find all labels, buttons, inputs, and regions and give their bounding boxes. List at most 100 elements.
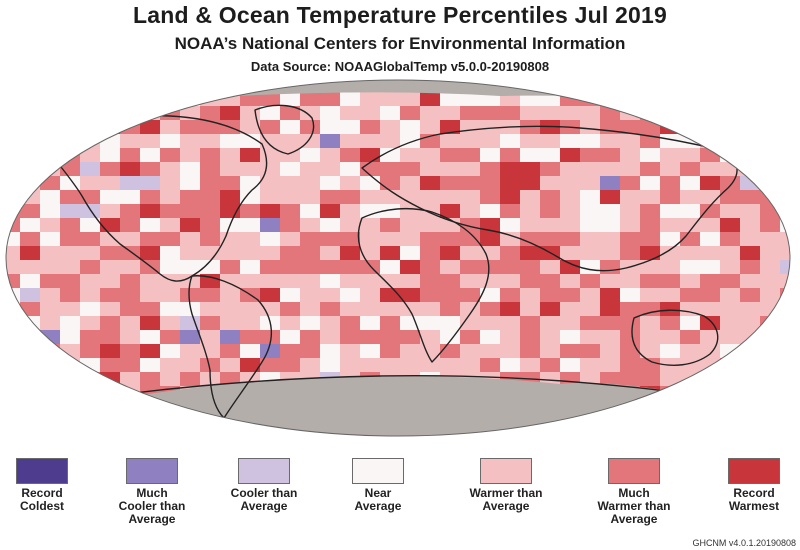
legend-label: Warmer than Average [469, 486, 543, 513]
grid-cell [180, 80, 200, 92]
grid-cell [120, 190, 140, 204]
grid-cell [320, 218, 340, 232]
grid-cell [480, 106, 500, 120]
grid-cell [6, 414, 20, 428]
grid-cell [500, 218, 520, 232]
grid-cell [340, 246, 360, 260]
grid-cell [460, 176, 480, 190]
grid-cell [440, 302, 460, 316]
grid-cell [320, 92, 340, 106]
grid-cell [120, 344, 140, 358]
grid-cell [80, 232, 100, 246]
grid-cell [240, 176, 260, 190]
grid-cell [160, 344, 180, 358]
grid-cell [160, 246, 180, 260]
grid-cell [200, 288, 220, 302]
grid-cell [280, 260, 300, 274]
grid-cell [740, 414, 760, 428]
grid-cell [380, 204, 400, 218]
grid-cell [520, 176, 540, 190]
grid-cell [640, 80, 660, 92]
grid-cell [660, 400, 680, 414]
grid-cell [400, 162, 420, 176]
grid-cell [720, 232, 740, 246]
grid-cell [140, 302, 160, 316]
world-map [5, 79, 791, 437]
grid-cell [200, 176, 220, 190]
grid-cell [80, 92, 100, 106]
grid-cell [360, 204, 380, 218]
grid-cell [280, 344, 300, 358]
grid-cell [260, 218, 280, 232]
grid-cell [360, 148, 380, 162]
grid-cell [640, 218, 660, 232]
australia-coast [631, 309, 719, 366]
grid-cell [140, 232, 160, 246]
grid-cell [6, 120, 20, 134]
grid-cell [660, 274, 680, 288]
grid-cell [700, 232, 720, 246]
grid-cell [340, 92, 360, 106]
legend-swatch [238, 458, 290, 484]
grid-cell [700, 316, 720, 330]
grid-cell [680, 330, 700, 344]
grid-cell [140, 316, 160, 330]
grid-cell [100, 148, 120, 162]
grid-cell [760, 162, 780, 176]
grid-cell [680, 260, 700, 274]
grid-cell [80, 330, 100, 344]
grid-cell [100, 358, 120, 372]
grid-cell [480, 302, 500, 316]
grid-cell [140, 218, 160, 232]
grid-cell [520, 330, 540, 344]
legend-swatch [480, 458, 532, 484]
grid-cell [640, 428, 660, 436]
grid-cell [60, 274, 80, 288]
grid-cell [620, 92, 640, 106]
grid-cell [500, 162, 520, 176]
grid-cell [240, 134, 260, 148]
grid-cell [280, 288, 300, 302]
grid-cell [6, 330, 20, 344]
grid-cell [340, 190, 360, 204]
grid-cell [420, 176, 440, 190]
grid-cell [200, 120, 220, 134]
grid-cell [280, 330, 300, 344]
grid-cell [360, 330, 380, 344]
grid-cell [20, 120, 40, 134]
grid-cell [6, 218, 20, 232]
grid-cell [280, 120, 300, 134]
grid-cell [280, 358, 300, 372]
greenland-coast [254, 104, 315, 155]
grid-cell [560, 134, 580, 148]
grid-cell [280, 92, 300, 106]
grid-cell [20, 400, 40, 414]
grid-cell [540, 232, 560, 246]
grid-cell [200, 358, 220, 372]
grid-cell [560, 260, 580, 274]
grid-cell [660, 134, 680, 148]
grid-cell [340, 148, 360, 162]
grid-cell [520, 428, 540, 436]
grid-cell [680, 204, 700, 218]
grid-cell [640, 106, 660, 120]
grid-cell [600, 260, 620, 274]
grid-cell [720, 386, 740, 400]
data-source: Data Source: NOAAGlobalTemp v5.0.0-20190… [250, 59, 550, 74]
grid-cell [640, 246, 660, 260]
grid-cell [620, 80, 640, 92]
grid-cell [60, 232, 80, 246]
grid-cell [260, 358, 280, 372]
legend-item: Much Cooler than Average [92, 458, 212, 526]
grid-cell [160, 134, 180, 148]
grid-cell [140, 162, 160, 176]
grid-cell [780, 260, 790, 274]
grid-cell [460, 92, 480, 106]
grid-cell [660, 176, 680, 190]
grid-cell [40, 372, 60, 386]
grid-cell [40, 414, 60, 428]
grid-cell [260, 120, 280, 134]
grid-cell [280, 218, 300, 232]
grid-cell [380, 344, 400, 358]
map-border [5, 79, 791, 437]
